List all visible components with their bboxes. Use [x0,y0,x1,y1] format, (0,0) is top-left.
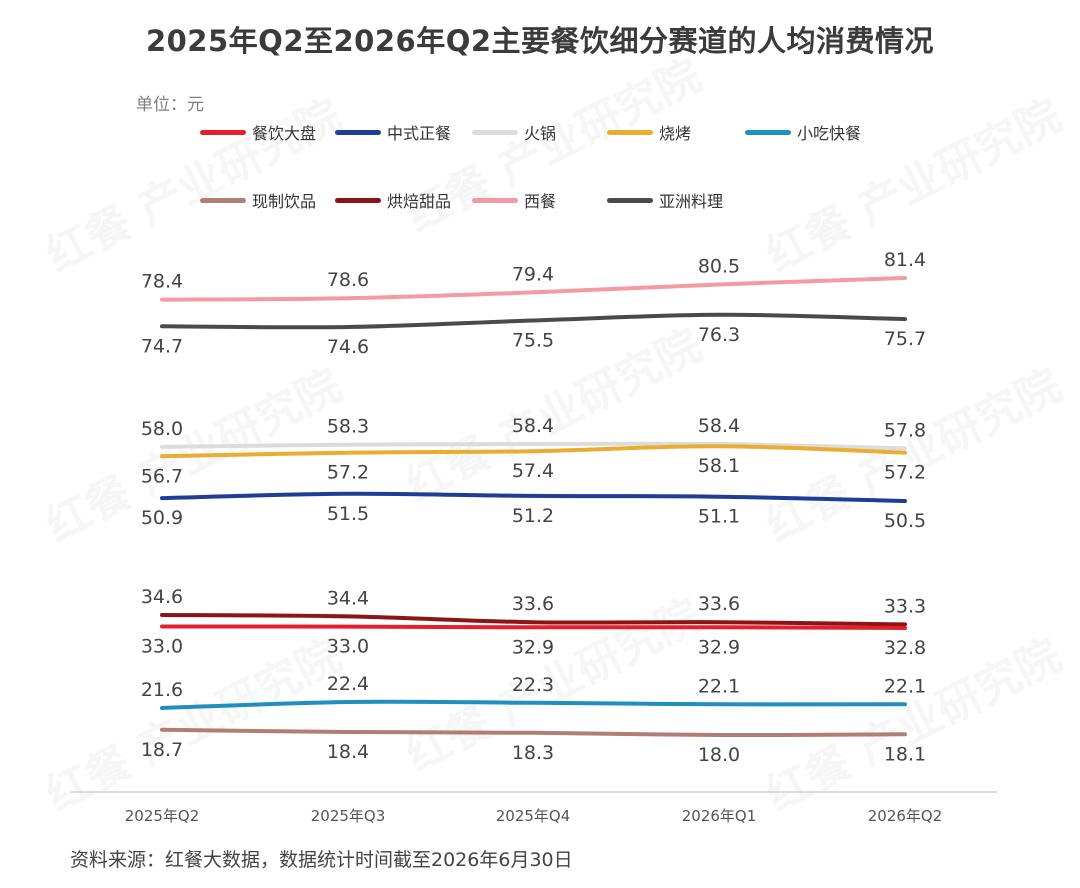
x-tick-label: 2025年Q3 [311,807,386,825]
series-line [160,441,907,451]
legend-label: 中式正餐 [387,124,452,143]
data-label: 22.1 [698,675,740,697]
x-tick-label: 2026年Q1 [682,807,757,825]
data-label: 18.7 [141,739,183,761]
legend-item: 亚洲料理 [607,188,723,212]
data-label: 51.5 [327,503,369,525]
legend-label: 火锅 [524,124,557,143]
data-label: 78.6 [327,269,369,291]
legend-label: 西餐 [524,192,557,211]
legend-label: 现制饮品 [252,192,317,211]
data-label: 18.3 [512,742,554,764]
data-label: 50.5 [884,510,926,532]
data-label: 33.6 [512,593,554,615]
data-label: 34.4 [327,587,369,609]
legend-item: 烧烤 [607,120,691,144]
data-label: 33.0 [327,636,369,658]
legend-swatch [607,197,653,203]
series-line [160,491,907,503]
legend-item: 餐饮大盘 [200,120,316,144]
series-line [160,727,907,738]
data-label: 57.2 [884,462,926,484]
legend-label: 餐饮大盘 [252,124,317,143]
series-line [160,276,907,302]
data-label: 18.4 [327,741,369,763]
data-label: 32.9 [698,636,740,658]
legend-swatch [200,129,246,135]
legend-swatch [335,197,381,203]
data-label: 79.4 [512,263,554,285]
legend-swatch [472,197,518,203]
legend-item: 现制饮品 [200,188,316,212]
data-label: 75.5 [512,330,554,352]
data-label: 33.0 [141,636,183,658]
legend-swatch [200,197,246,203]
data-label: 33.6 [698,593,740,615]
legend-label: 烘焙甜品 [387,192,452,211]
data-label: 50.9 [141,507,183,529]
data-label: 80.5 [698,256,740,278]
chart-title: 2025年Q2至2026年Q2主要餐饮细分赛道的人均消费情况 [145,24,935,58]
legend-item: 西餐 [472,188,556,212]
data-label: 32.9 [512,636,554,658]
x-tick-label: 2025年Q4 [496,807,571,825]
legend-label: 烧烤 [659,124,692,143]
data-label: 57.2 [327,462,369,484]
legend-label: 亚洲料理 [659,192,724,211]
data-label: 58.3 [327,416,369,438]
data-label: 57.4 [512,460,554,482]
legend-swatch [607,129,653,135]
legend-label: 小吃快餐 [797,124,862,143]
data-label: 51.2 [512,505,554,527]
data-label: 51.1 [698,506,740,528]
series-line [160,312,907,330]
legend-item: 小吃快餐 [745,120,861,144]
data-label: 74.7 [141,335,183,357]
source-note: 资料来源：红餐大数据，数据统计时间截至2026年6月30日 [70,849,573,871]
data-label: 78.4 [141,271,183,293]
data-label: 56.7 [141,465,183,487]
data-label: 22.1 [884,675,926,697]
data-label: 18.0 [698,744,740,766]
data-label: 58.4 [512,415,554,437]
legend-item: 烘焙甜品 [335,188,451,212]
series-line [160,624,907,630]
data-label: 18.1 [884,743,926,765]
data-label: 32.8 [884,637,926,659]
x-tick-label: 2026年Q2 [868,807,943,825]
data-label: 75.7 [884,328,926,350]
legend-swatch [472,129,518,135]
data-label: 58.0 [141,418,183,440]
data-label: 58.4 [698,415,740,437]
legend-swatch [745,129,791,135]
series-line [160,699,907,710]
data-label: 74.6 [327,336,369,358]
unit-label: 单位：元 [136,95,204,115]
data-label: 57.8 [884,419,926,441]
data-label: 34.6 [141,586,183,608]
data-label: 76.3 [698,324,740,346]
data-label: 58.1 [698,455,740,477]
data-label: 22.4 [327,673,369,695]
legend-item: 中式正餐 [335,120,451,144]
series-line [160,444,907,459]
data-label: 21.6 [141,679,183,701]
x-tick-label: 2025年Q2 [125,807,200,825]
series-line [160,613,907,627]
legend-swatch [335,129,381,135]
data-label: 22.3 [512,674,554,696]
data-label: 33.3 [884,595,926,617]
data-label: 81.4 [884,249,926,271]
legend-item: 火锅 [472,120,556,144]
